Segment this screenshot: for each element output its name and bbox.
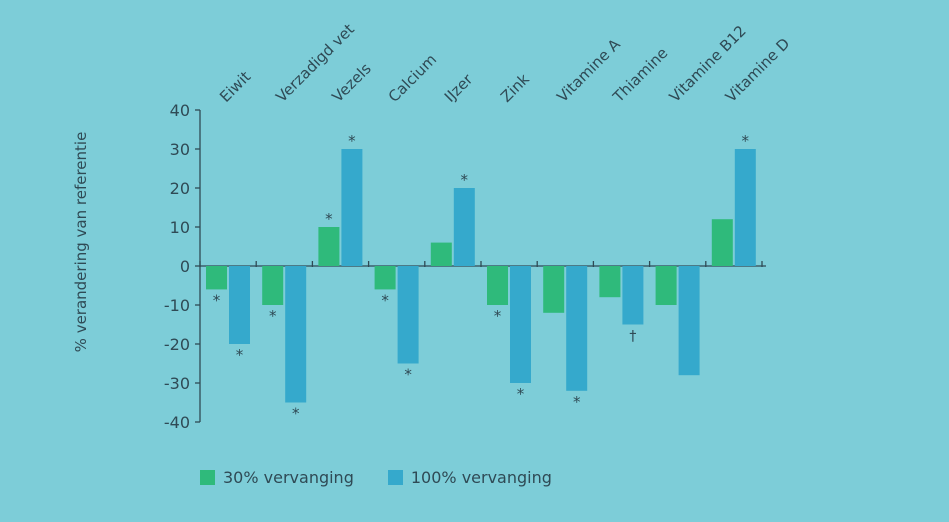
significance-marker: * [348, 132, 356, 150]
bar-100 [285, 266, 307, 403]
category-label: Eiwit [216, 68, 254, 106]
bar-100 [734, 149, 756, 266]
y-tick-label: -10 [164, 296, 190, 315]
category-label: Calcium [385, 50, 440, 105]
bar-100 [341, 149, 363, 266]
legend: 30% vervanging 100% vervanging [200, 468, 552, 487]
bar-30 [711, 219, 733, 266]
category-label: Vezels [329, 59, 375, 105]
bar-30 [374, 266, 396, 290]
bar-30 [655, 266, 677, 305]
bars [206, 149, 756, 403]
bar-30 [262, 266, 284, 305]
significance-marker: * [461, 171, 469, 189]
y-tick-label: 0 [180, 257, 190, 276]
significance-marker: * [325, 210, 333, 228]
significance-marker: * [517, 385, 525, 403]
y-tick-label: -30 [164, 374, 190, 393]
bar-30 [543, 266, 565, 313]
significance-marker: * [494, 307, 502, 325]
legend-item-30: 30% vervanging [200, 468, 354, 487]
significance-marker: * [292, 405, 300, 423]
legend-swatch-100 [387, 470, 403, 485]
bar-100 [229, 266, 250, 344]
bar-100 [510, 266, 531, 383]
bar-30 [487, 266, 508, 305]
bar-100 [397, 266, 419, 364]
bar-100 [678, 266, 700, 376]
bar-30 [599, 266, 621, 298]
legend-swatch-30 [200, 470, 215, 485]
y-tick-label: -20 [164, 335, 190, 354]
bar-30 [206, 266, 227, 290]
bar-100 [566, 266, 588, 391]
legend-item-100: 100% vervanging [387, 468, 552, 487]
legend-label-30: 30% vervanging [223, 468, 354, 487]
bar-100 [622, 266, 644, 325]
significance-marker: * [742, 132, 750, 150]
significance-marker: * [236, 346, 244, 364]
significance-marker: * [381, 291, 389, 309]
y-tick-label: 40 [170, 101, 190, 120]
y-tick-label: 30 [170, 140, 190, 159]
bar-30 [318, 227, 340, 266]
significance-marker: † [629, 329, 636, 345]
legend-label-100: 100% vervanging [410, 468, 552, 487]
y-axis-title: % verandering van referentie [72, 132, 90, 353]
y-tick-label: 20 [170, 179, 190, 198]
y-tick-label: 10 [170, 218, 190, 237]
category-label: Zink [497, 70, 533, 106]
significance-marker: * [269, 307, 277, 325]
bar-100 [453, 188, 475, 266]
significance-marker: * [404, 366, 412, 384]
y-tick-label: -40 [164, 413, 190, 432]
significance-marker: * [213, 291, 221, 309]
category-label: IJzer [441, 70, 477, 106]
significance-marker: * [573, 393, 581, 411]
bar-30 [430, 242, 452, 266]
